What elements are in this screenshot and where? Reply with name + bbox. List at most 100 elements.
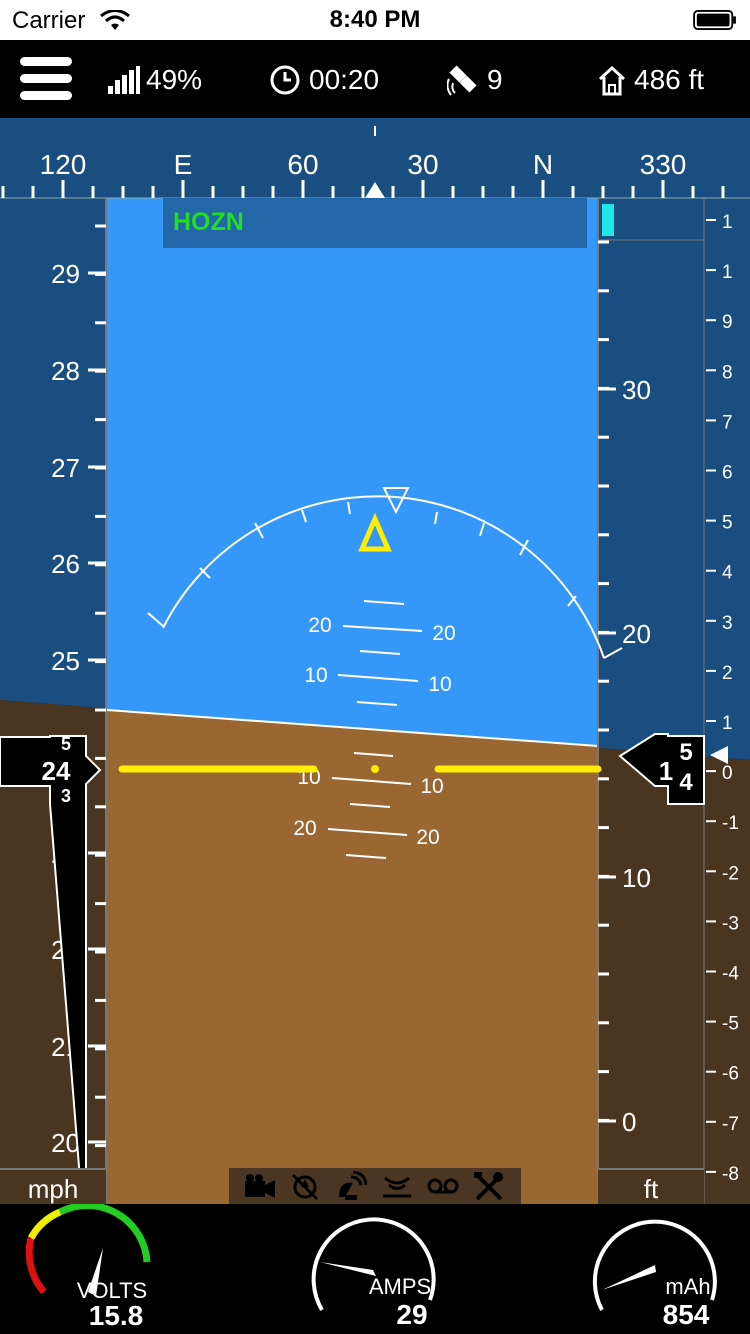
clock-time: 8:40 PM <box>329 6 421 33</box>
flight-mode-banner: HOZN <box>163 198 587 248</box>
vario-label: 3 <box>722 613 733 634</box>
video-camera-icon[interactable] <box>243 1173 277 1199</box>
attitude-indicator: 120E6030N3302928272625232221202453302010… <box>0 118 750 1204</box>
roll-indicator <box>358 512 392 552</box>
voicemail-icon[interactable] <box>427 1176 459 1196</box>
pitch-label-right: 20 <box>416 826 439 849</box>
roll-tick <box>347 501 351 515</box>
wifi-icon <box>100 10 130 30</box>
pitch-label-left: 10 <box>304 664 327 687</box>
altitude-readout-bottom: 4 <box>679 769 693 796</box>
compass-heading-label: E <box>174 149 193 180</box>
compass-heading-label: 330 <box>640 149 687 180</box>
speed-readout-below: 3 <box>61 786 71 806</box>
mah-value: 854 <box>662 1299 710 1330</box>
vario-label: -8 <box>722 1164 739 1185</box>
horizon-line <box>106 709 599 747</box>
altitude-tape-label: 30 <box>622 375 651 405</box>
pitch-label-left: 20 <box>308 614 331 637</box>
mah-label: mAh <box>665 1274 711 1299</box>
altitude-tape-label: 10 <box>622 863 651 893</box>
signal-strength-icon <box>108 66 140 94</box>
speed-tape-label: 28 <box>51 356 80 386</box>
tools-icon[interactable] <box>473 1171 505 1201</box>
roll-tick <box>567 595 577 607</box>
vario-pointer <box>710 746 728 764</box>
vario-label: 0 <box>722 763 733 784</box>
pitch-ladder-line <box>331 777 412 785</box>
pitch-ladder-minor-line <box>356 701 398 706</box>
carrier-label: Carrier <box>12 7 86 34</box>
vario-label: -2 <box>722 863 739 884</box>
altitude-tape-label: 0 <box>622 1107 636 1137</box>
compass-heading-label: N <box>533 149 553 180</box>
volts-label: VOLTS <box>76 1278 148 1303</box>
telemetry-header: 49% 00:20 9 486 ft <box>0 40 750 118</box>
battery-gauges: VOLTS 15.8 AMPS 29 mAh 854 <box>0 1204 750 1334</box>
roll-arc <box>162 495 605 659</box>
pitch-label-left: 20 <box>293 817 316 840</box>
vario-label: 5 <box>722 513 733 534</box>
vario-label: 9 <box>722 312 733 333</box>
menu-icon[interactable] <box>20 55 72 103</box>
pitch-label-right: 10 <box>428 673 451 696</box>
vario-label: -1 <box>722 813 739 834</box>
sky-area <box>107 198 598 746</box>
satellite-count: 9 <box>487 64 503 95</box>
status-icon-bar <box>229 1168 521 1204</box>
speed-tape-label: 27 <box>51 453 80 483</box>
sonar-icon[interactable] <box>381 1172 413 1200</box>
vario-label: 8 <box>722 362 733 383</box>
vario-label: 1 <box>722 212 733 233</box>
roll-tick <box>519 539 529 556</box>
vario-label: -6 <box>722 1064 739 1085</box>
pitch-label-right: 20 <box>432 622 455 645</box>
vario-label: -7 <box>722 1114 739 1135</box>
amps-gauge <box>311 1217 436 1312</box>
speed-tape-label: 26 <box>51 549 80 579</box>
mah-gauge <box>592 1219 717 1311</box>
altitude-target-marker <box>602 204 614 236</box>
altitude-readout-value: 1 <box>659 756 673 786</box>
vario-label: 4 <box>722 563 733 584</box>
pitch-ladder-line <box>327 828 408 836</box>
gimbal-off-icon[interactable] <box>289 1171 321 1201</box>
home-icon <box>598 65 626 96</box>
volts-value: 15.8 <box>88 1300 144 1331</box>
pitch-label-right: 10 <box>420 775 443 798</box>
vario-label: 1 <box>722 262 733 283</box>
vario-label: -5 <box>722 1014 739 1035</box>
amps-value: 29 <box>396 1299 428 1330</box>
home-distance: 486 ft <box>634 64 705 95</box>
roll-reference-pointer <box>382 487 410 515</box>
signal-percent: 49% <box>146 64 203 95</box>
altitude-unit: ft <box>643 1174 659 1204</box>
aircraft-center-dot <box>371 765 379 773</box>
pitch-ladder-minor-line <box>345 854 387 859</box>
satellite-icon <box>447 65 477 96</box>
volts-gauge <box>25 1204 151 1296</box>
roll-tick <box>199 567 211 579</box>
compass-heading-label: 30 <box>407 149 438 180</box>
speed-unit-box: mph <box>0 1168 106 1204</box>
ground-area <box>107 710 598 1204</box>
speed-readout-box <box>0 735 102 1204</box>
radar-dish-icon[interactable] <box>335 1171 367 1201</box>
vario-label: 6 <box>722 463 733 484</box>
flight-timer: 00:20 <box>309 64 380 95</box>
amps-label: AMPS <box>368 1274 432 1299</box>
compass-heading-label: 120 <box>40 149 87 180</box>
vario-label: 1 <box>722 713 733 734</box>
status-bar: Carrier 8:40 PM <box>0 0 750 40</box>
pitch-ladder-line <box>342 625 423 632</box>
pitch-ladder-minor-line <box>353 752 394 757</box>
roll-tick <box>254 522 264 539</box>
vario-label: -3 <box>722 913 739 934</box>
speed-unit: mph <box>27 1174 79 1204</box>
speed-tape-label: 20 <box>51 1128 80 1158</box>
vario-label: 2 <box>722 663 733 684</box>
roll-tick <box>603 647 623 659</box>
speed-tape-label: 25 <box>51 646 80 676</box>
battery-icon <box>693 10 736 30</box>
altitude-readout-top: 5 <box>679 739 692 766</box>
